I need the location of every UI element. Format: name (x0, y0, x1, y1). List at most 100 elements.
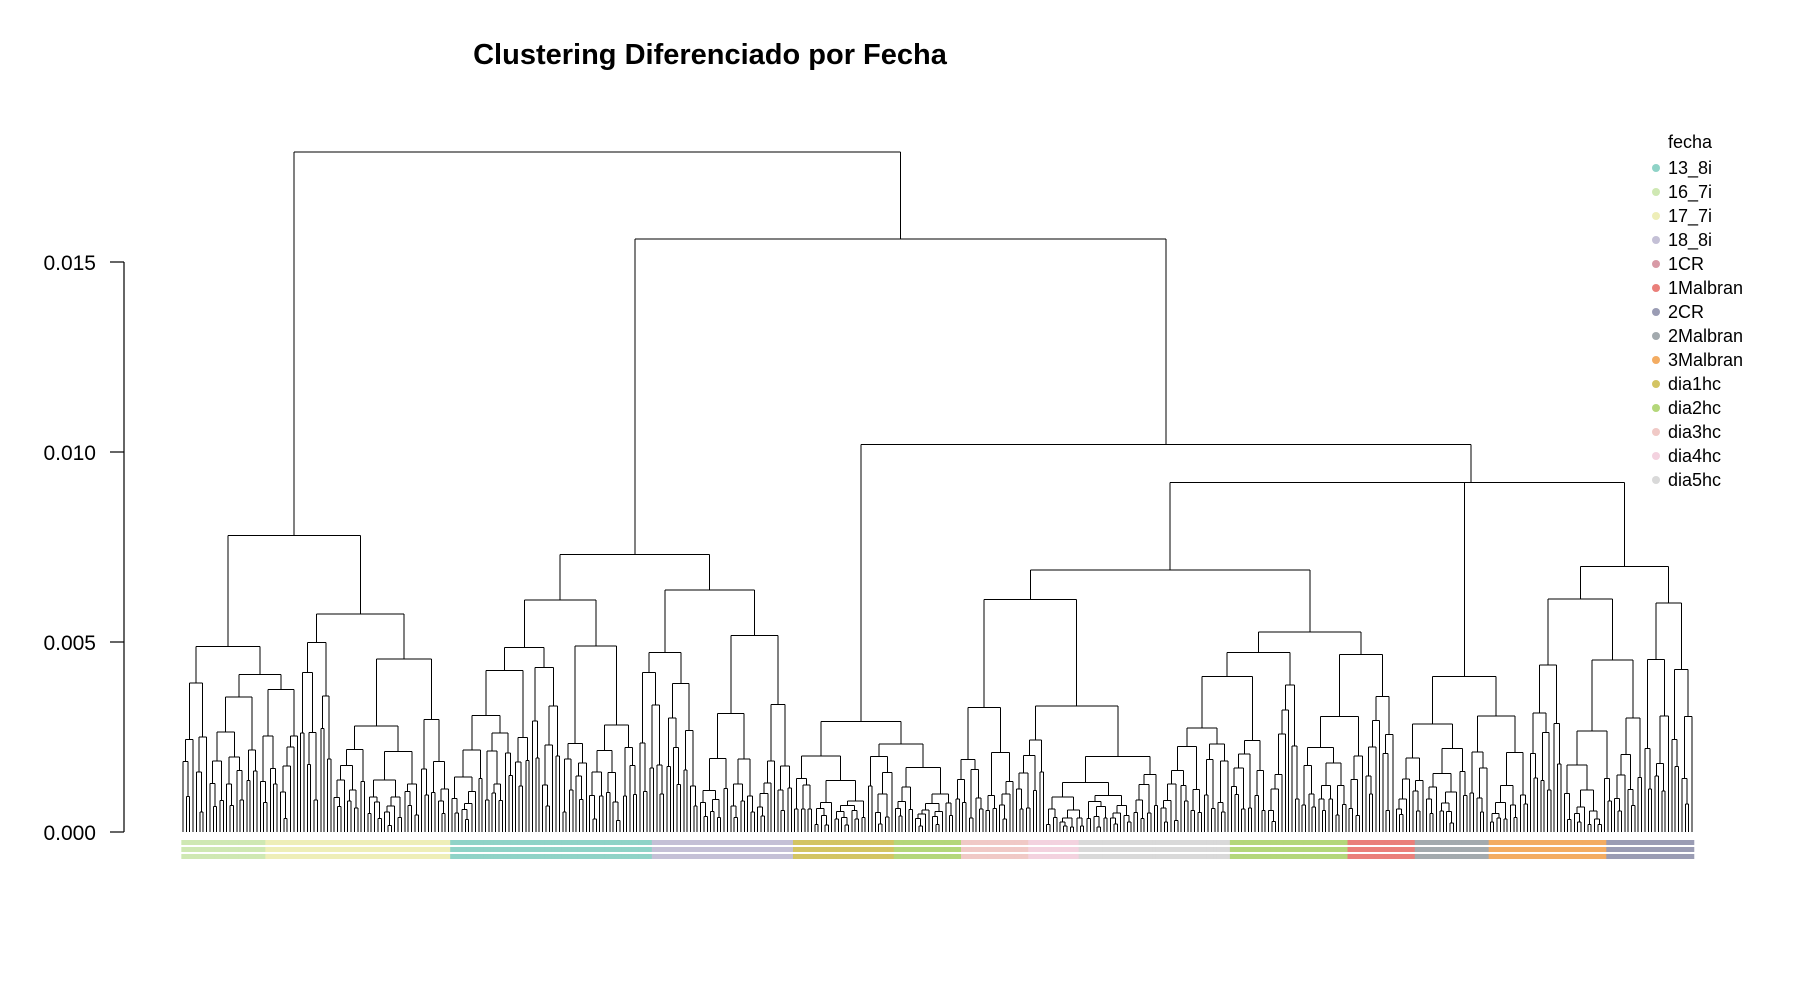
leaf-color-tick (1088, 854, 1093, 859)
leaf-color-tick (1572, 854, 1577, 859)
leaf-color-tick (1233, 854, 1238, 859)
leaf-color-tick (1515, 847, 1520, 852)
leaf-color-tick (1569, 847, 1574, 852)
leaf-color-tick (645, 847, 650, 852)
leaf-color-tick (1616, 854, 1621, 859)
leaf-color-tick (833, 854, 838, 859)
leaf-color-tick (846, 840, 851, 845)
leaf-color-tick (1196, 840, 1201, 845)
leaf-color-tick (409, 840, 414, 845)
y-tick-label: 0.010 (43, 442, 96, 465)
leaf-color-tick (708, 854, 713, 859)
leaf-color-tick (1468, 854, 1473, 859)
leaf-color-tick (668, 847, 673, 852)
dendrogram-tree (182, 151, 1693, 832)
leaf-color-tick (1276, 840, 1281, 845)
leaf-color-tick (477, 840, 482, 845)
leaf-color-tick (1539, 854, 1544, 859)
leaf-color-tick (1155, 847, 1160, 852)
leaf-color-tick (635, 854, 639, 859)
leaf-color-tick (829, 840, 834, 845)
leaf-color-tick (1522, 854, 1527, 859)
leaf-color-tick (1145, 840, 1150, 845)
leaf-color-tick (675, 854, 680, 859)
leaf-color-tick (819, 840, 824, 845)
leaf-color-tick (987, 854, 992, 859)
leaf-color-tick (729, 854, 734, 859)
leaf-color-tick (557, 854, 562, 859)
leaf-color-tick (1609, 840, 1614, 845)
leaf-color-tick (1619, 854, 1624, 859)
leaf-color-tick (1082, 847, 1086, 852)
leaf-color-tick (1135, 840, 1140, 845)
leaf-color-tick (873, 840, 878, 845)
leaf-color-tick (1068, 840, 1073, 845)
leaf-color-tick (493, 847, 498, 852)
leaf-color-tick (665, 847, 670, 852)
leaf-color-tick (463, 847, 468, 852)
leaf-color-tick (897, 847, 902, 852)
legend-label: 2CR (1668, 302, 1704, 322)
leaf-color-tick (866, 854, 871, 859)
leaf-color-tick (235, 847, 240, 852)
leaf-color-tick (635, 840, 639, 845)
leaf-color-tick (685, 854, 690, 859)
leaf-color-tick (1068, 847, 1073, 852)
leaf-color-tick (1196, 847, 1201, 852)
leaf-color-tick (389, 840, 394, 845)
leaf-color-tick (1371, 847, 1375, 852)
leaf-color-tick (1455, 847, 1460, 852)
leaf-color-tick (419, 854, 424, 859)
leaf-color-tick (1334, 847, 1339, 852)
leaf-color-tick (1653, 854, 1658, 859)
leaf-color-tick (722, 840, 727, 845)
leaf-color-tick (530, 847, 535, 852)
leaf-color-tick (241, 847, 246, 852)
leaf-color-tick (1307, 840, 1312, 845)
leaf-color-tick (1525, 847, 1530, 852)
leaf-color-tick (228, 847, 233, 852)
leaf-color-tick (1045, 840, 1050, 845)
leaf-color-tick (688, 847, 693, 852)
leaf-color-tick (1223, 847, 1228, 852)
leaf-color-tick (315, 854, 320, 859)
leaf-color-tick (329, 854, 334, 859)
leaf-color-tick (826, 854, 831, 859)
leaf-color-tick (248, 840, 253, 845)
leaf-color-tick (1367, 847, 1372, 852)
leaf-color-tick (890, 840, 895, 845)
leaf-color-tick (732, 840, 737, 845)
leaf-color-tick (1424, 840, 1429, 845)
leaf-color-tick (198, 854, 203, 859)
leaf-color-tick (1313, 840, 1318, 845)
leaf-color-tick (1357, 847, 1362, 852)
leaf-color-tick (554, 840, 559, 845)
leaf-color-tick (1004, 854, 1009, 859)
leaf-color-tick (1152, 840, 1157, 845)
leaf-color-tick (312, 854, 317, 859)
leaf-color-tick (1559, 854, 1564, 859)
leaf-color-tick (1458, 847, 1463, 852)
leaf-color-tick (285, 847, 290, 852)
leaf-color-tick (903, 847, 908, 852)
leaf-color-tick (295, 854, 300, 859)
leaf-color-tick (1633, 854, 1638, 859)
leaf-color-tick (382, 854, 387, 859)
leaf-color-tick (1004, 840, 1009, 845)
leaf-color-tick (1525, 840, 1530, 845)
leaf-color-tick (329, 847, 334, 852)
leaf-color-tick (675, 847, 680, 852)
leaf-color-tick (1609, 854, 1614, 859)
leaf-color-tick (1367, 840, 1372, 845)
leaf-color-tick (1132, 854, 1137, 859)
y-tick-label: 0.015 (43, 252, 96, 275)
leaf-color-tick (1115, 854, 1120, 859)
leaf-color-tick (651, 854, 656, 859)
leaf-color-tick (782, 840, 787, 845)
leaf-color-tick (1337, 854, 1342, 859)
legend-swatch (1652, 452, 1660, 460)
leaf-color-tick (342, 840, 347, 845)
leaf-color-tick (1206, 854, 1211, 859)
leaf-color-tick (668, 840, 673, 845)
leaf-color-tick (587, 847, 592, 852)
